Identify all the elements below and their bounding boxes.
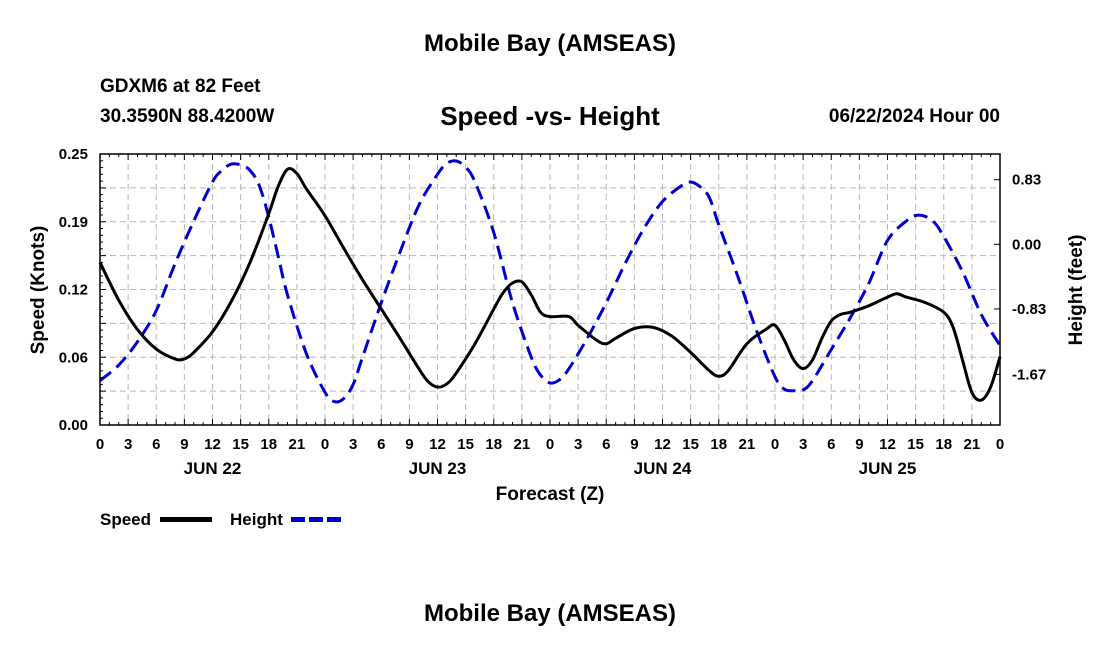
day-label: JUN 23 [409,459,467,478]
y-left-tick-label: 0.19 [59,214,88,231]
x-tick-label: 3 [349,436,357,453]
x-tick-label: 0 [771,436,779,453]
x-tick-label: 0 [96,436,104,453]
x-tick-label: 21 [964,436,981,453]
x-tick-label: 9 [855,436,863,453]
x-tick-label: 9 [405,436,413,453]
x-tick-label: 9 [180,436,188,453]
x-tick-label: 6 [377,436,385,453]
location-label: 30.3590N 88.4200W [100,106,275,127]
x-tick-label: 15 [682,436,699,453]
x-tick-label: 6 [602,436,610,453]
legend-height-swatch [291,517,343,522]
series-line-speed [98,167,1002,402]
chart-subtitle: Speed -vs- Height [440,101,660,131]
x-tick-label: 9 [630,436,638,453]
x-tick-label: 0 [321,436,329,453]
series-line-height [99,159,1002,404]
x-axis-label: Forecast (Z) [496,484,605,505]
date-label: 06/22/2024 Hour 00 [828,106,1000,127]
day-label: JUN 25 [859,459,917,478]
x-tick-label: 21 [739,436,756,453]
y-left-tick-label: 0.00 [59,417,88,434]
day-label: JUN 24 [634,459,692,478]
x-tick-label: 12 [429,436,446,453]
x-tick-label: 15 [232,436,249,453]
x-tick-label: 6 [827,436,835,453]
station-label: GDXM6 at 82 Feet [100,76,261,97]
x-tick-label: 3 [574,436,582,453]
x-tick-label: 3 [124,436,132,453]
x-tick-label: 18 [710,436,727,453]
legend-height-label: Height [230,510,283,529]
grid-layer [100,154,1000,425]
y-axis-left-label: Speed (Knots) [28,226,49,355]
tick-layer [99,153,1001,426]
chart-title: Mobile Bay (AMSEAS) [423,30,677,57]
y-right-tick-label: -1.67 [1012,366,1046,383]
x-tick-label: 0 [996,436,1004,453]
x-tick-label: 21 [289,436,306,453]
y-left-tick-label: 0.06 [59,349,88,366]
x-tick-label: 12 [879,436,896,453]
legend-speed-label: Speed [100,510,152,529]
y-right-tick-label: -0.83 [1012,301,1046,318]
x-tick-label: 18 [935,436,952,453]
x-tick-label: 15 [457,436,474,453]
y-axis-right-label: Height (feet) [1066,235,1087,346]
series-layer [98,159,1002,404]
legend-speed-swatch [160,517,212,522]
y-right-tick-label: 0.00 [1012,236,1041,253]
x-tick-label: 18 [260,436,277,453]
x-tick-label: 12 [204,436,221,453]
footer-title: Mobile Bay (AMSEAS) [423,600,677,627]
x-tick-label: 15 [907,436,924,453]
y-left-tick-label: 0.12 [59,282,88,299]
label-layer: 0 3 6 9 12 15 18 21 0 3 6 9 12 15 18 21 0 3 6 9 12 15 18 21 0 3 6 9… [59,146,1046,478]
x-tick-label: 3 [799,436,807,453]
x-tick-label: 12 [654,436,671,453]
x-tick-label: 0 [546,436,554,453]
y-left-tick-label: 0.25 [59,146,88,163]
x-tick-label: 6 [152,436,160,453]
day-label: JUN 22 [184,459,242,478]
y-right-tick-label: 0.83 [1012,172,1041,189]
x-tick-label: 21 [514,436,531,453]
x-tick-label: 18 [485,436,502,453]
